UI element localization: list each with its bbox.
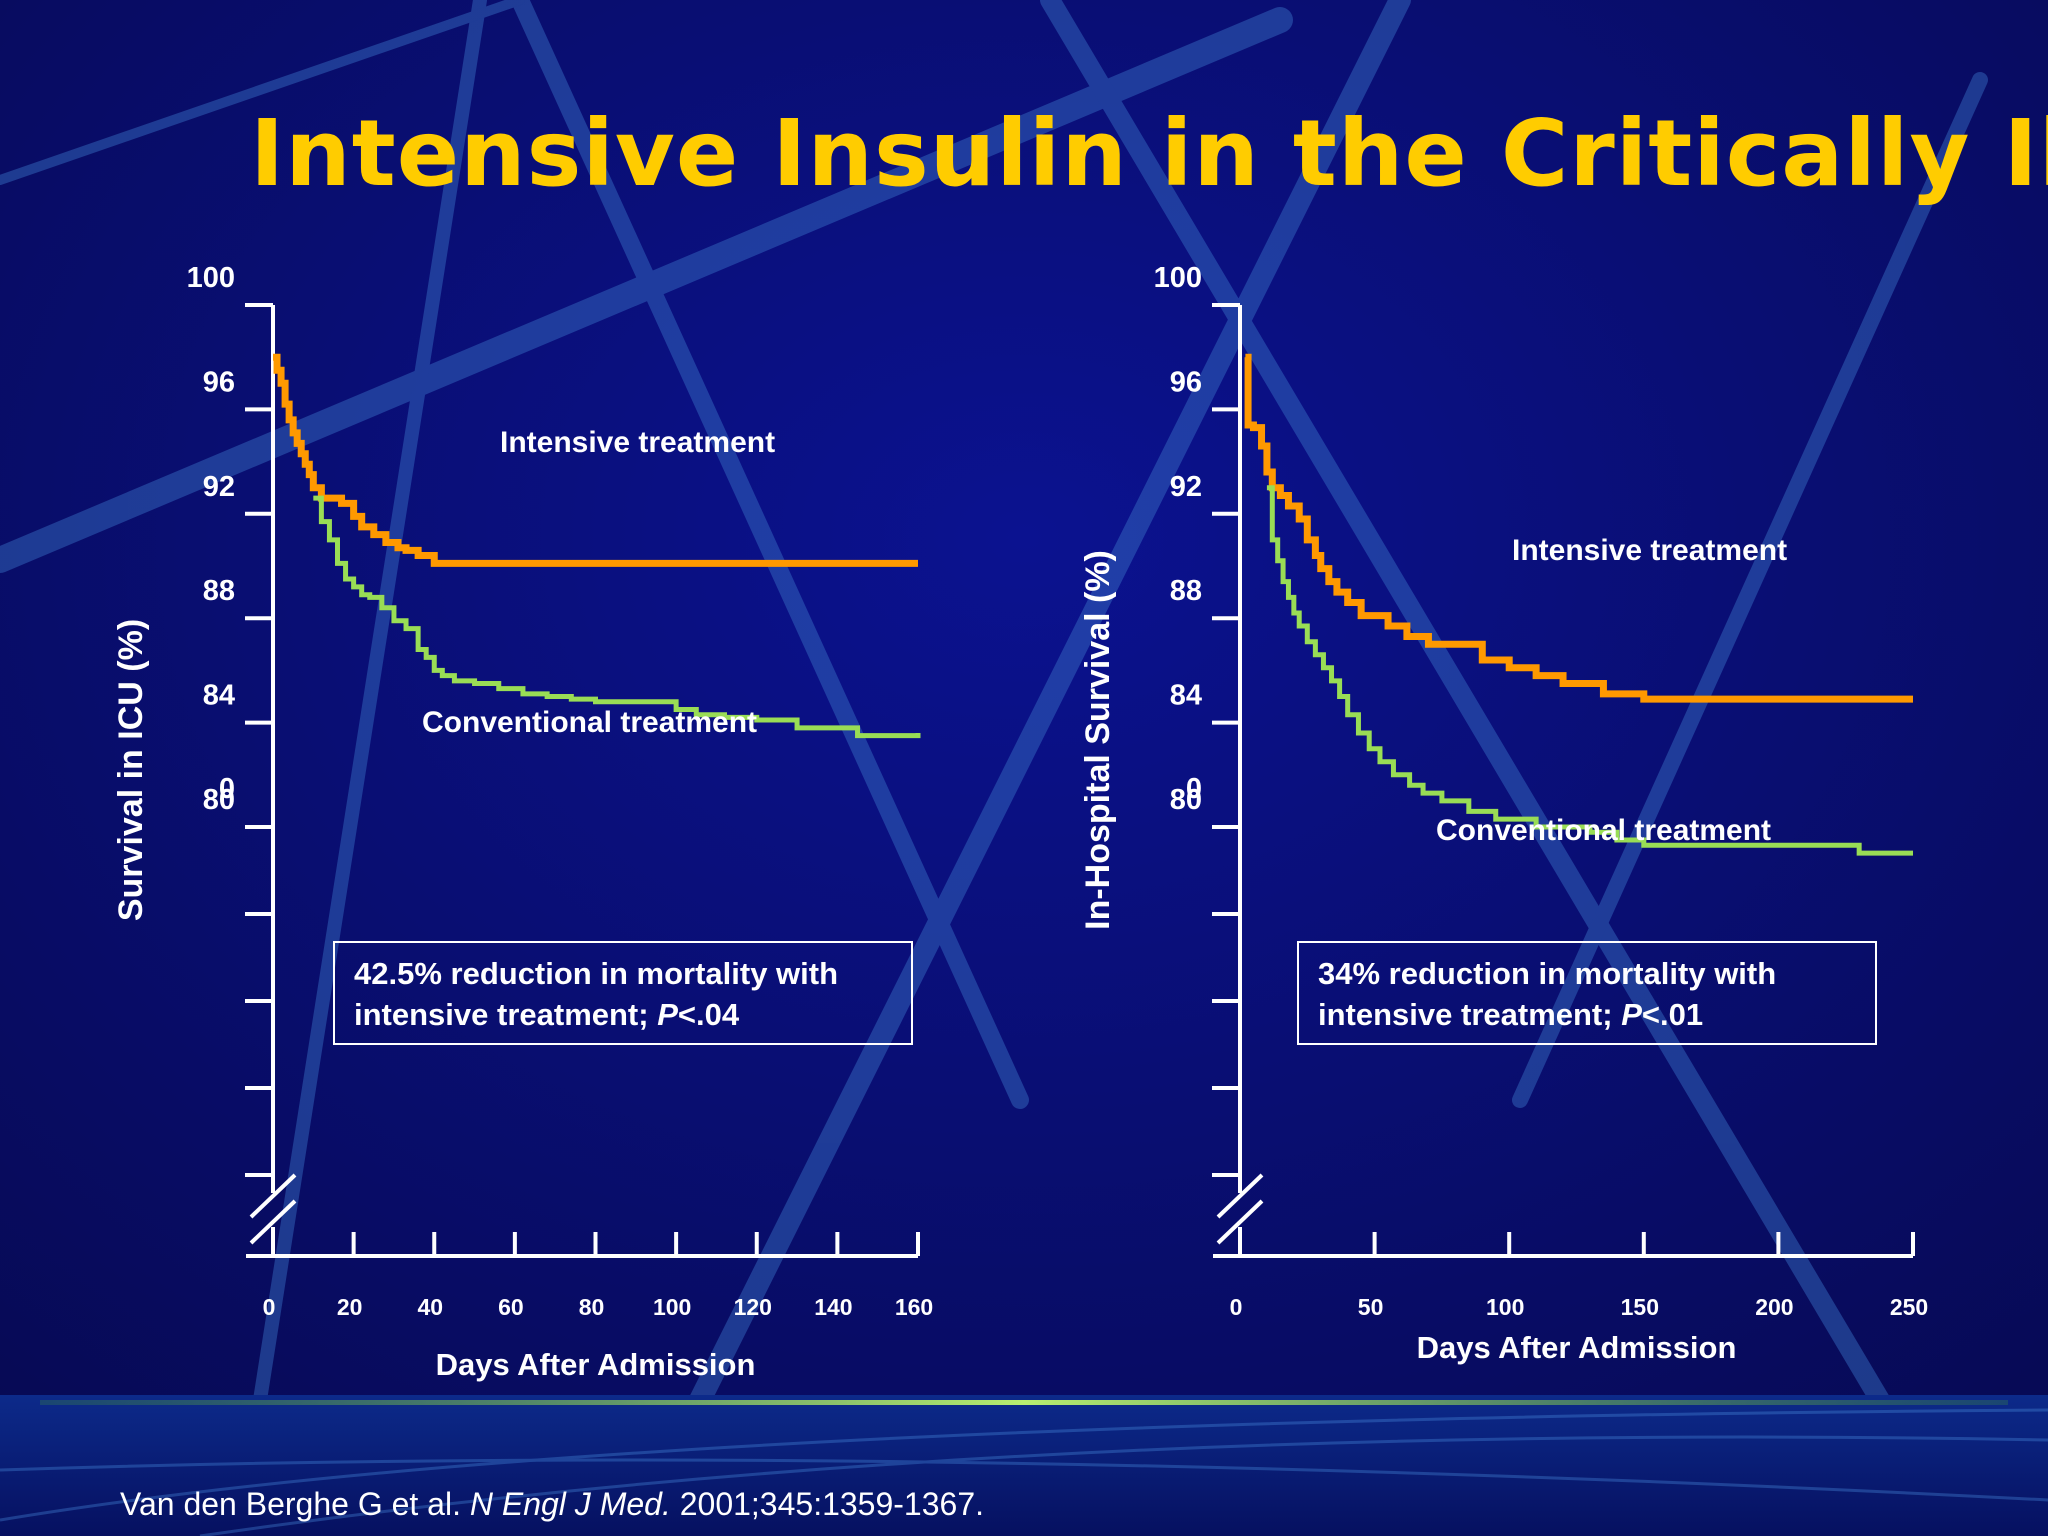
annotation-p-value: <.04 (678, 997, 740, 1032)
y-zero-label: 0 (219, 773, 235, 805)
intensive-treatment-label: Intensive treatment (1512, 534, 1787, 567)
y-tick-label: 92 (1170, 471, 1202, 503)
y-tick-label: 80 (1170, 784, 1202, 816)
annotation-p: P (1621, 997, 1642, 1032)
y-axis-label: In-Hospital Survival (%) (1079, 550, 1117, 930)
slide-title: Intensive Insulin in the Critically Ill (250, 100, 2048, 207)
y-zero-label: 0 (1186, 773, 1202, 805)
intensive-treatment-line (273, 353, 918, 567)
x-tick-label: 160 (895, 1294, 933, 1320)
y-tick-label: 100 (1154, 262, 1202, 294)
axis-break-mark (249, 1199, 297, 1245)
y-tick-label: 96 (1170, 366, 1202, 398)
x-tick-label: 20 (337, 1294, 363, 1320)
annotation-p: P (657, 997, 678, 1032)
x-tick-label: 100 (653, 1294, 691, 1320)
y-axis-label: Survival in ICU (%) (112, 619, 150, 921)
annotation-line-1: 34% reduction in mortality with (1318, 956, 1776, 991)
conventional-treatment-line (313, 495, 921, 739)
x-tick-label: 140 (814, 1294, 852, 1320)
y-tick-label: 88 (1170, 575, 1202, 607)
x-tick-label: 100 (1486, 1294, 1524, 1320)
x-tick-label: 0 (263, 1294, 276, 1320)
y-tick-label: 84 (203, 680, 235, 712)
conventional-treatment-label: Conventional treatment (422, 706, 757, 739)
annotation-line-2: intensive treatment; P<.04 (354, 997, 740, 1032)
conventional-treatment-label: Conventional treatment (1436, 814, 1771, 847)
citation-authors: Van den Berghe G et al. (120, 1486, 461, 1522)
x-tick-label: 150 (1621, 1294, 1659, 1320)
annotation-line-1: 42.5% reduction in mortality with (354, 956, 838, 991)
x-tick-label: 80 (579, 1294, 605, 1320)
x-tick-label: 50 (1358, 1294, 1384, 1320)
axis-break-mark (1216, 1173, 1264, 1219)
axis-break-mark (249, 1173, 297, 1219)
footer-band (0, 1395, 2048, 1536)
conventional-treatment-line (1266, 485, 1913, 856)
background-streaks (0, 0, 1988, 1411)
x-tick-label: 0 (1230, 1294, 1243, 1320)
intensive-treatment-label: Intensive treatment (500, 426, 775, 459)
intensive-treatment-line (1244, 353, 1913, 703)
axis-break-mark (1216, 1199, 1264, 1245)
annotation-p-value: <.01 (1642, 997, 1703, 1032)
y-tick-label: 80 (203, 784, 235, 816)
citation: Van den Berghe G et al. N Engl J Med. 20… (120, 1486, 984, 1523)
y-tick-label: 96 (203, 366, 235, 398)
y-tick-label: 88 (203, 575, 235, 607)
x-tick-label: 250 (1890, 1294, 1928, 1320)
annotation-box (333, 941, 913, 1045)
y-tick-label: 92 (203, 471, 235, 503)
citation-journal: N Engl J Med. (469, 1486, 671, 1522)
annotation-line-2: intensive treatment; P<.01 (1318, 997, 1703, 1032)
x-tick-label: 200 (1755, 1294, 1793, 1320)
citation-details: 2001;345:1359-1367. (679, 1486, 984, 1522)
y-tick-label: 84 (1170, 680, 1202, 712)
x-tick-label: 40 (417, 1294, 443, 1320)
y-tick-label: 100 (187, 262, 235, 294)
annotation-box (1297, 941, 1877, 1045)
x-axis-label: Days After Admission (1417, 1330, 1737, 1365)
annotation-prefix: intensive treatment; (1318, 997, 1621, 1032)
x-tick-label: 120 (734, 1294, 772, 1320)
annotation-prefix: intensive treatment; (354, 997, 657, 1032)
x-tick-label: 60 (498, 1294, 524, 1320)
x-axis-label: Days After Admission (436, 1347, 756, 1382)
